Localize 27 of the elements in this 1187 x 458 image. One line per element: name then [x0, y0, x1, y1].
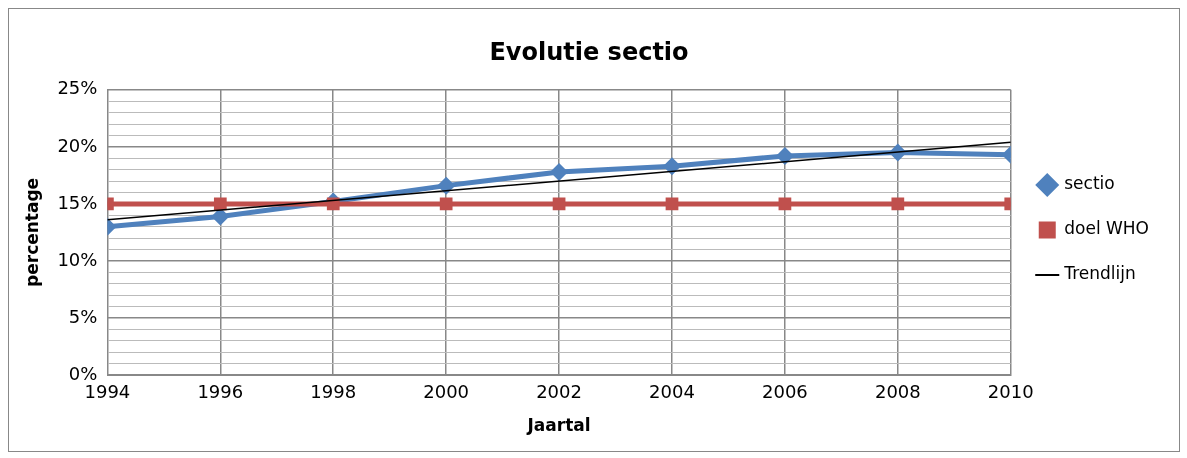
- legend-label: Trendlijn: [1063, 263, 1136, 284]
- x-tick-label: 1996: [197, 381, 244, 403]
- y-tick-label: 0%: [68, 362, 98, 384]
- point: [775, 146, 794, 165]
- x-tick-label: 1998: [310, 381, 357, 403]
- x-tick-label: 2008: [874, 381, 921, 403]
- x-tick-label: 2000: [423, 381, 470, 403]
- x-tick-label: 2010: [987, 381, 1034, 403]
- point: [437, 176, 456, 195]
- y-tick-label: 10%: [57, 248, 98, 270]
- y-tick-label: 15%: [57, 191, 98, 213]
- point: [663, 157, 681, 176]
- x-axis-title: Jaartal: [526, 415, 591, 436]
- x-tick-label: 1994: [84, 381, 131, 403]
- x-tick-label: 2006: [762, 381, 808, 403]
- x-tick-label: 2004: [649, 381, 695, 403]
- x-tick-label: 2002: [536, 381, 582, 403]
- legend-label: sectio: [1064, 173, 1115, 194]
- y-tick-label: 25%: [57, 77, 98, 99]
- y-axis-title: percentage: [21, 177, 42, 287]
- y-tick-label: 5%: [68, 305, 98, 327]
- y-tick-label: 20%: [57, 134, 98, 156]
- legend-label: doel WHO: [1064, 218, 1150, 239]
- point: [439, 197, 453, 211]
- chart-title: Evolutie sectio: [489, 37, 689, 66]
- point: [213, 197, 227, 211]
- point: [891, 197, 905, 211]
